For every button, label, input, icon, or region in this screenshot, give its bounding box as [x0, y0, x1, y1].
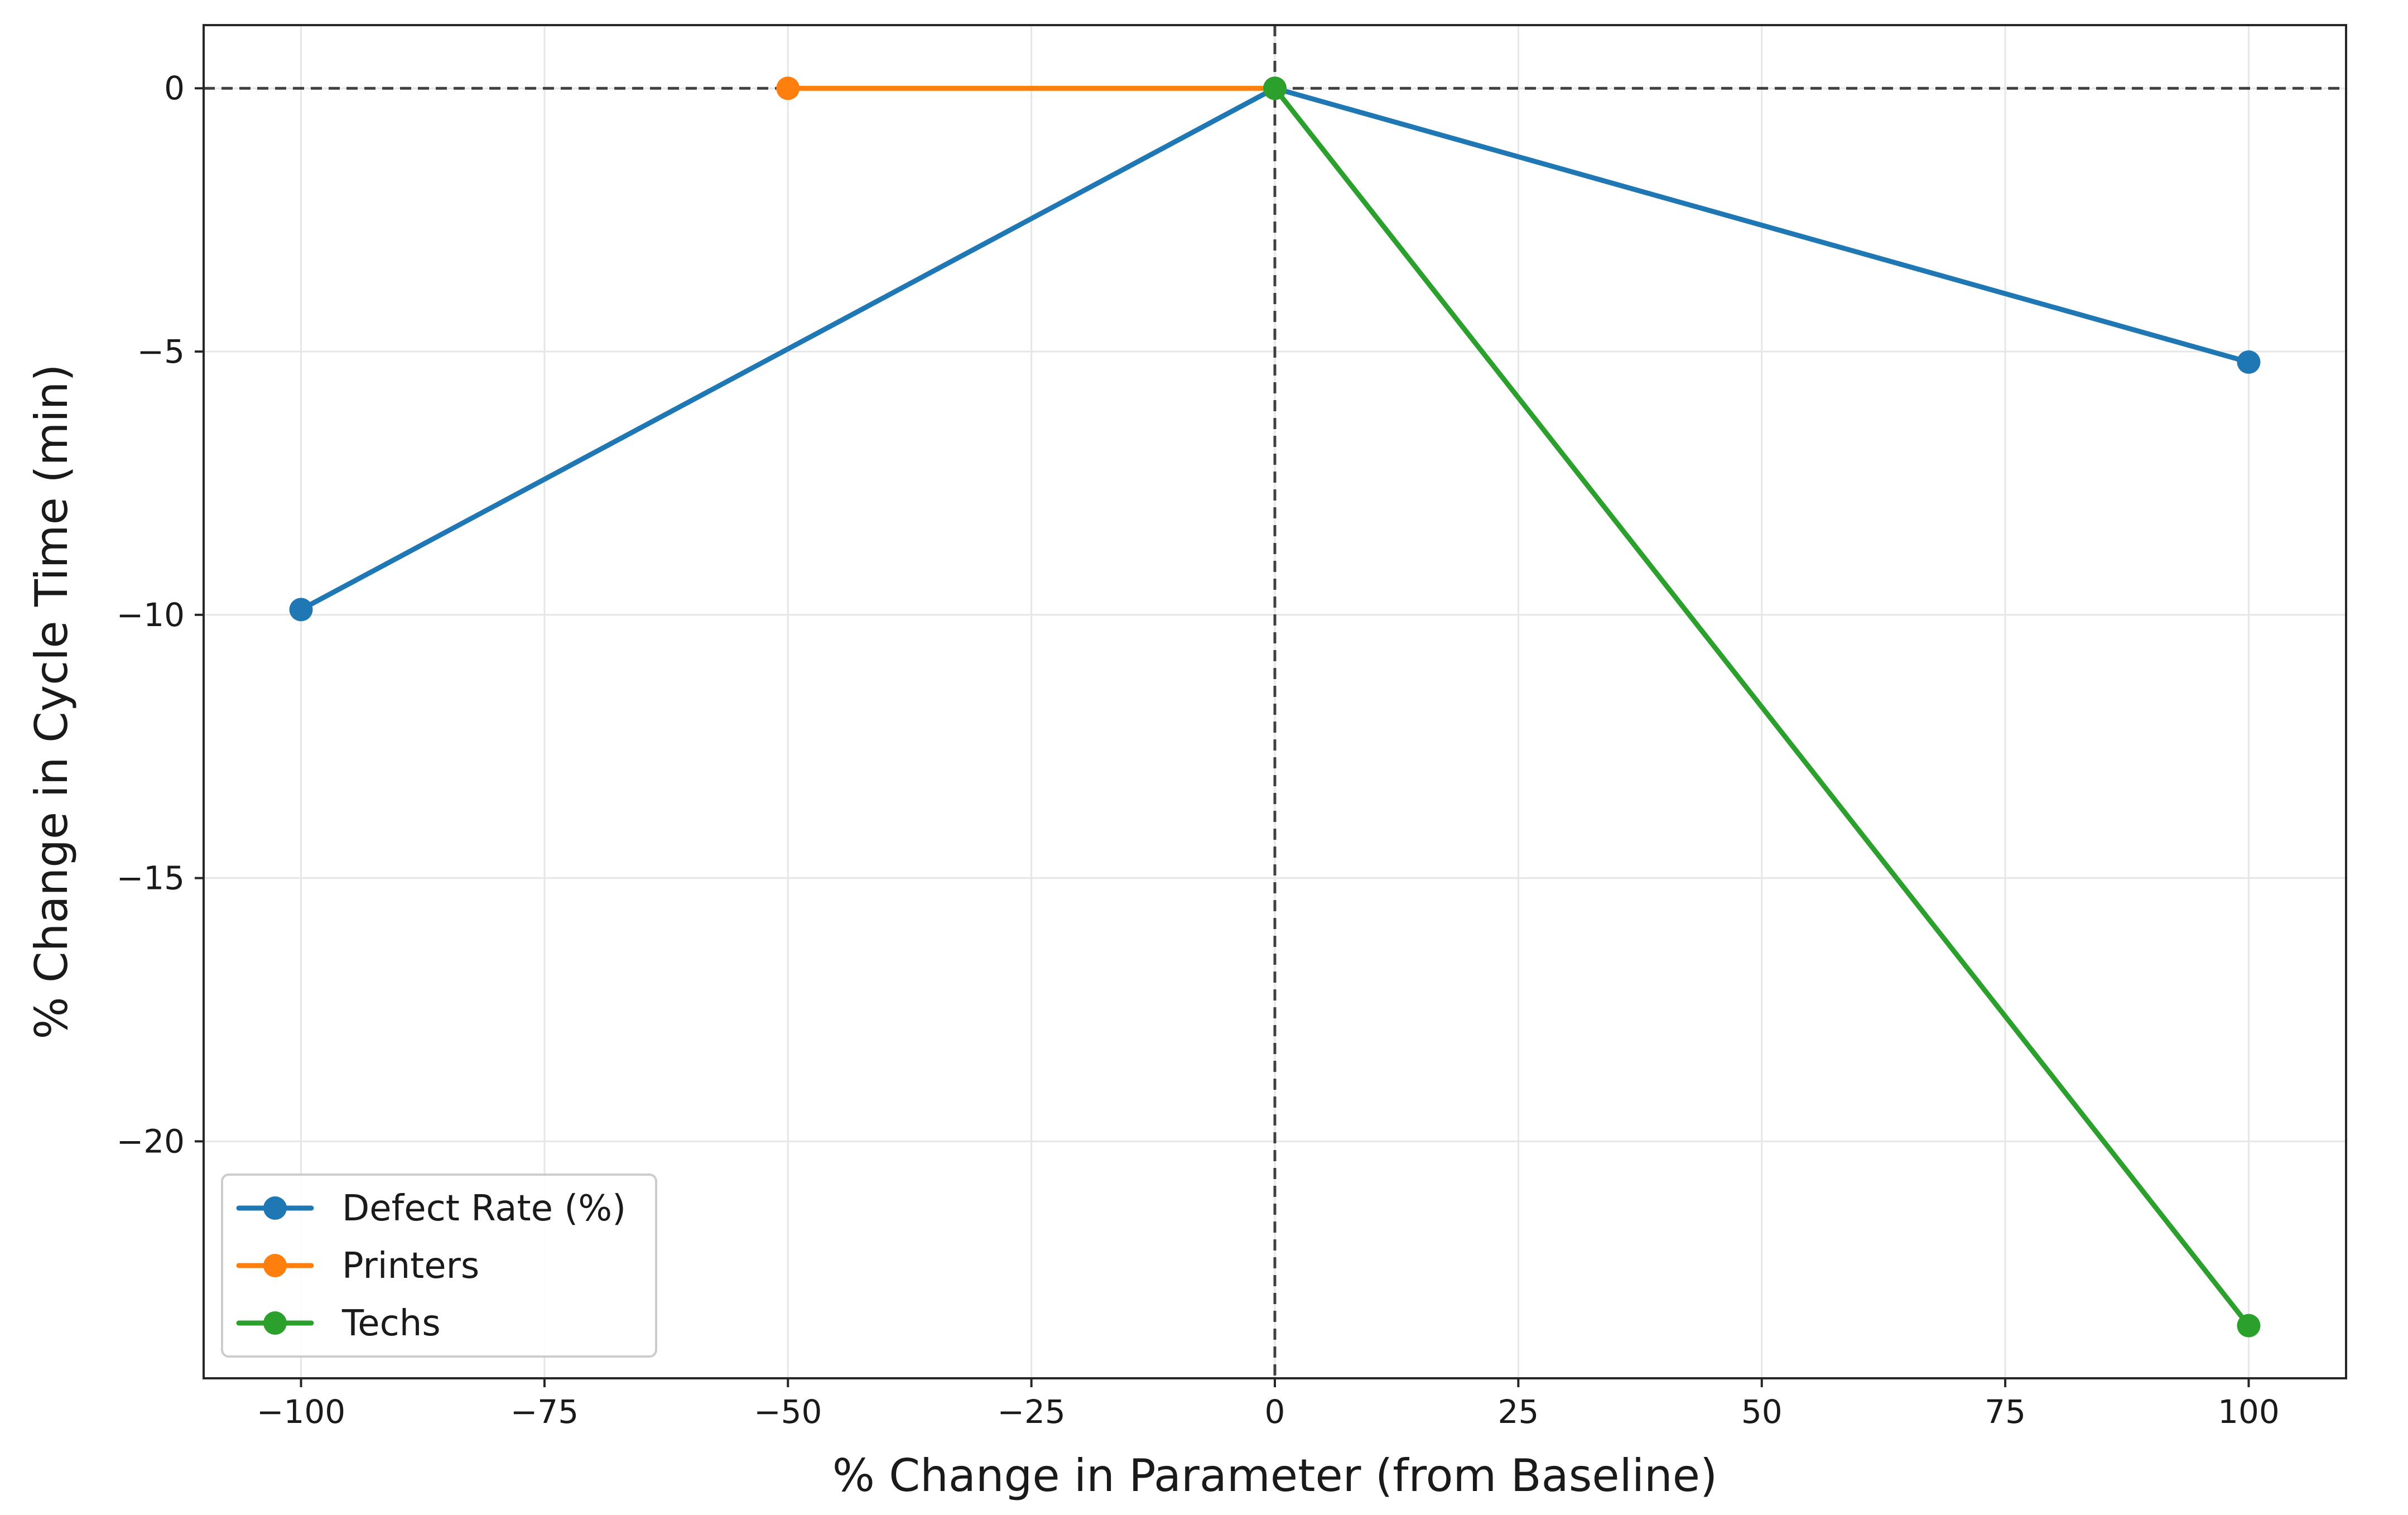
axis-ticks: −100 −75 −50 −25 0 25 50 75 100 0 −5 −10 −15 −20 — [117, 69, 2280, 1431]
legend-label: Techs — [341, 1303, 441, 1344]
data-point — [1263, 76, 1287, 100]
legend-entry: Defect Rate (%) — [236, 1188, 626, 1229]
legend-label: Defect Rate (%) — [342, 1188, 626, 1229]
data-point — [2237, 350, 2261, 374]
x-tick-label: −100 — [257, 1393, 345, 1431]
y-tick-label: 0 — [164, 69, 185, 107]
legend-entry: Printers — [236, 1245, 479, 1287]
x-tick-label: 25 — [1497, 1393, 1539, 1431]
data-point — [289, 598, 313, 622]
series-techs — [1263, 76, 2261, 1338]
legend-marker — [263, 1311, 287, 1335]
y-tick-label: −15 — [117, 859, 185, 897]
x-tick-label: 50 — [1741, 1393, 1783, 1431]
data-point — [776, 76, 800, 100]
data-point — [2237, 1314, 2261, 1338]
series-line — [1272, 85, 2251, 1329]
legend-label: Printers — [342, 1245, 479, 1287]
x-tick-label: −25 — [997, 1393, 1065, 1431]
legend-entry: Techs — [236, 1303, 441, 1344]
legend-marker — [263, 1196, 287, 1220]
x-tick-label: −75 — [511, 1393, 579, 1431]
legend: Defect Rate (%) Printers Techs — [221, 1173, 657, 1358]
series-lines — [289, 76, 2261, 1338]
y-tick-label: −5 — [137, 333, 185, 371]
x-tick-label: 75 — [1985, 1393, 2026, 1431]
x-tick-label: 0 — [1265, 1393, 1285, 1431]
y-tick-label: −20 — [117, 1122, 185, 1160]
x-axis-label: % Change in Parameter (from Baseline) — [832, 1450, 1717, 1502]
legend-box — [221, 1173, 657, 1358]
y-axis-label: % Change in Cycle Time (min) — [26, 364, 78, 1039]
legend-marker — [263, 1254, 287, 1277]
x-tick-label: 100 — [2218, 1393, 2280, 1431]
x-tick-label: −50 — [754, 1393, 822, 1431]
y-tick-label: −10 — [117, 596, 185, 634]
